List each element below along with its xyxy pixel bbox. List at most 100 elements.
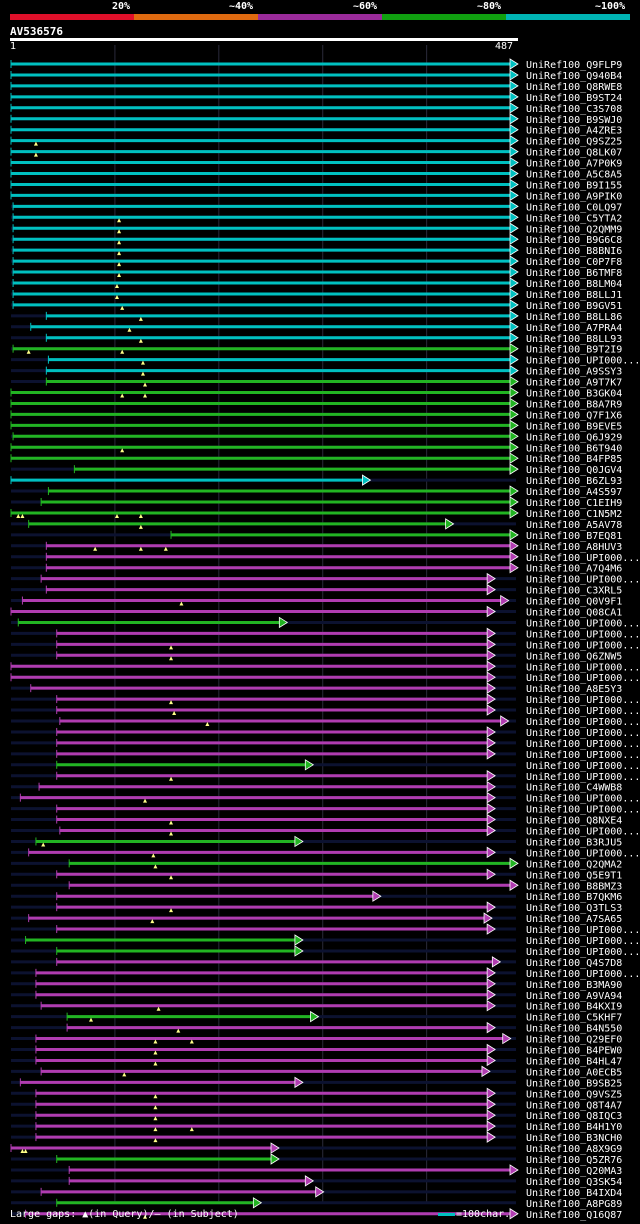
hit-label: UniRef100_A4ZRE3 [526,126,622,137]
query-gap-marker [93,546,98,551]
hit-arrow [509,551,519,563]
hit-label: UniRef100_A8E5Y3 [526,684,622,695]
hit-arrow [509,353,519,366]
hit-label: UniRef100_Q7F1X6 [526,410,622,421]
hit-arrow [509,463,519,475]
hit-label: UniRef100_B3GK04 [526,389,622,400]
hit-arrow [486,923,496,935]
hit-label: UniRef100_B9ST24 [526,93,622,104]
hit-label: UniRef100_B4HL47 [526,1056,622,1067]
query-gap-marker [153,1050,158,1055]
hit-arrow [509,102,519,114]
hit-label: UniRef100_C1N5M2 [526,509,622,520]
hit-arrow [509,69,519,81]
hit-label: UniRef100_UPI000... [526,553,640,564]
hit-label: UniRef100_B8BNI6 [526,246,622,257]
query-gap-marker [150,919,155,924]
hit-arrow [486,868,496,881]
hit-label: UniRef100_C5YTA2 [526,213,622,224]
hit-arrow [509,156,519,169]
hit-label: UniRef100_B3MA90 [526,980,622,991]
hit-label: UniRef100_B4IXD4 [526,1188,622,1199]
query-gap-marker [169,831,174,836]
hit-arrow [509,342,519,355]
hit-label: UniRef100_UPI000... [526,761,640,772]
hit-arrow [278,616,289,629]
query-gap-marker [153,1138,158,1143]
legend-label-20: 20% [112,1,131,12]
hit-arrow [509,113,519,125]
query-name: AV536576 [10,25,63,38]
hit-label: UniRef100_Q8LK07 [526,148,622,159]
hit-arrow [362,474,372,486]
query-gap-marker [143,1214,148,1219]
hit-arrow [294,835,304,848]
hit-label: UniRef100_UPI000... [526,969,640,980]
hit-label: UniRef100_Q4S7D8 [526,958,622,969]
hit-arrow [486,726,496,738]
hit-label: UniRef100_A8PG89 [526,1199,622,1210]
hit-label: UniRef100_A5AV78 [526,520,622,531]
query-gap-marker [156,1006,161,1011]
hit-arrow [509,211,519,224]
hit-arrow [486,791,496,804]
query-gap-marker [169,656,174,661]
hit-label: UniRef100_A7PRA4 [526,323,622,334]
hit-label: UniRef100_UPI000... [526,772,640,783]
query-gap-marker [114,284,119,288]
hit-label: UniRef100_Q5E9T1 [526,870,622,881]
hit-label: UniRef100_B4KXI9 [526,1002,622,1013]
query-gap-marker [117,251,122,256]
query-gap-marker [143,798,148,803]
hit-arrow [509,507,519,519]
query-gap-marker [153,1127,158,1132]
hit-arrow [486,627,496,640]
query-gap-marker [169,820,174,825]
query-gap-marker [140,360,145,365]
hit-arrow [486,1087,496,1100]
hit-label: UniRef100_Q3TLS3 [526,903,622,914]
legend-segment-20 [10,14,134,20]
hit-label: UniRef100_B9SB25 [526,1078,622,1089]
query-gap-marker [169,875,174,880]
hit-label: UniRef100_UPI000... [526,936,640,947]
hit-label: UniRef100_C1EIH9 [526,498,622,509]
hit-label: UniRef100_C3S708 [526,104,622,115]
hit-label: UniRef100_B7QKM6 [526,892,622,903]
hit-arrow [486,989,496,1001]
hit-arrow [270,1142,280,1154]
query-gap-marker [138,316,143,321]
query-start: 1 [10,41,17,52]
query-gap-marker [169,700,174,705]
hit-label: UniRef100_UPI000... [526,848,640,859]
hit-arrow [502,1032,512,1045]
hit-label: UniRef100_UPI000... [526,947,640,958]
hit-label: UniRef100_B8A7R9 [526,399,622,410]
hit-arrow [509,145,519,158]
hit-arrow [509,244,519,256]
legend-segment-60 [258,14,382,20]
hit-arrow [500,594,510,607]
hit-arrow [486,770,496,782]
hit-arrow [509,1164,519,1176]
legend-label-80: ~80% [477,1,502,12]
hit-label: UniRef100_A9SSY3 [526,367,622,378]
hit-label: UniRef100_B6ZL93 [526,476,622,487]
legend-label-60: ~60% [353,1,378,12]
query-gap-marker [117,229,122,234]
hit-label: UniRef100_A8HUV3 [526,542,622,553]
query-gap-marker [89,1017,94,1022]
hit-arrow [486,1021,496,1034]
legend-label-40: ~40% [229,1,254,12]
hit-label: UniRef100_UPI000... [526,925,640,936]
hit-label: UniRef100_Q8IQC3 [526,1111,622,1122]
query-gap-marker [169,645,174,650]
hit-label: UniRef100_UPI000... [526,805,640,816]
hit-arrow [509,332,519,344]
query-gap-marker [138,546,143,551]
hit-label: UniRef100_UPI000... [526,629,640,640]
query-gap-marker [189,1127,194,1132]
hit-label: UniRef100_B9SWJ0 [526,115,622,126]
hit-label: UniRef100_Q20MA3 [526,1166,622,1177]
hit-label: UniRef100_UPI000... [526,728,640,739]
